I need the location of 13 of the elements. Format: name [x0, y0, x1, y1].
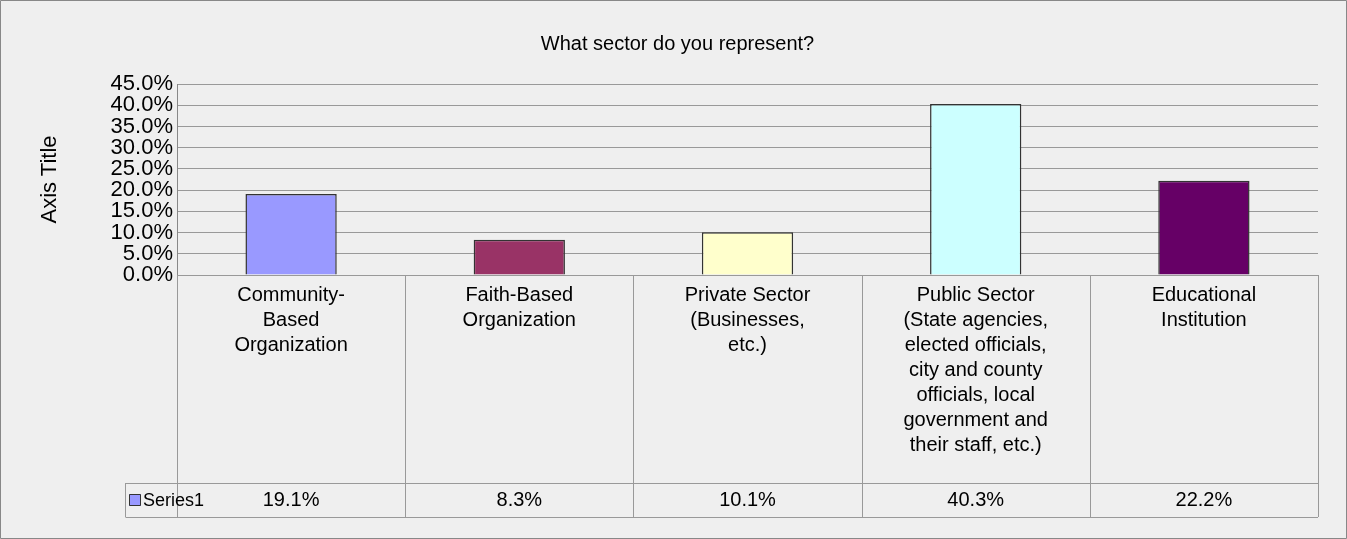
x-tick-label: Private Sector (Businesses, etc.) — [684, 283, 811, 356]
x-tick-label: Educational Institution — [1151, 283, 1257, 331]
data-label: 8.3% — [496, 487, 543, 510]
data-label: 40.3% — [947, 487, 1005, 510]
data-label: 19.1% — [262, 487, 320, 510]
x-tick-label: Public Sector (State agencies, elected officials, city and county officials, local government and their staff, etc.) — [903, 283, 1048, 456]
y-axis-title: Axis Title — [36, 135, 62, 224]
data-label: 10.1% — [719, 487, 777, 510]
legend-label: Series1 — [143, 489, 205, 510]
data-label: 22.2% — [1175, 487, 1233, 510]
x-tick-label: Community-Based Organization — [234, 283, 348, 356]
chart-title: What sector do you represent? — [540, 31, 815, 54]
x-tick-label: Faith-Based Organization — [462, 283, 576, 331]
